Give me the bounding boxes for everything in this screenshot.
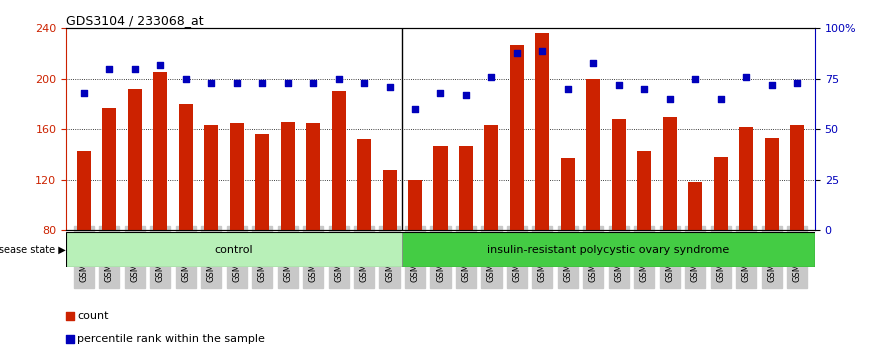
Point	[510, 50, 524, 55]
Point	[382, 84, 396, 90]
Point	[63, 336, 77, 342]
Bar	[459, 145, 473, 230]
Text: percentile rank within the sample: percentile rank within the sample	[78, 334, 265, 344]
Bar	[255, 134, 270, 230]
Bar	[433, 145, 448, 230]
Point	[688, 76, 702, 81]
Bar	[128, 89, 142, 230]
Point	[637, 86, 651, 92]
Point	[586, 60, 600, 65]
Bar	[77, 151, 91, 230]
Bar	[561, 158, 575, 230]
Point	[765, 82, 779, 88]
Bar	[153, 73, 167, 230]
Point	[790, 80, 804, 86]
Point	[433, 90, 448, 96]
Point	[331, 76, 345, 81]
Point	[63, 313, 77, 319]
Bar	[587, 79, 600, 230]
Point	[714, 96, 728, 102]
Point	[255, 80, 270, 86]
Bar	[485, 125, 499, 230]
Text: control: control	[215, 245, 253, 255]
Bar	[688, 182, 702, 230]
Bar	[306, 123, 320, 230]
Point	[408, 106, 422, 112]
Point	[128, 66, 142, 72]
Text: disease state ▶: disease state ▶	[0, 245, 66, 255]
Bar	[714, 157, 728, 230]
Bar	[179, 104, 193, 230]
Bar	[765, 138, 779, 230]
Point	[102, 66, 116, 72]
Text: count: count	[78, 311, 109, 321]
Bar	[790, 125, 804, 230]
Bar	[637, 151, 651, 230]
Bar	[331, 91, 345, 230]
Bar	[204, 125, 218, 230]
Bar	[663, 116, 677, 230]
Bar	[102, 108, 116, 230]
Point	[561, 86, 575, 92]
Point	[536, 48, 550, 53]
Bar	[281, 122, 294, 230]
Point	[739, 74, 753, 80]
Bar	[611, 119, 626, 230]
Text: GDS3104 / 233068_at: GDS3104 / 233068_at	[66, 14, 204, 27]
Point	[663, 96, 677, 102]
Text: insulin-resistant polycystic ovary syndrome: insulin-resistant polycystic ovary syndr…	[487, 245, 729, 255]
Bar	[536, 33, 550, 230]
Point	[485, 74, 499, 80]
Point	[179, 76, 193, 81]
Bar	[230, 123, 244, 230]
Point	[357, 80, 371, 86]
Point	[306, 80, 320, 86]
Point	[153, 62, 167, 68]
Point	[230, 80, 244, 86]
Point	[281, 80, 295, 86]
Point	[459, 92, 473, 98]
Bar	[402, 232, 815, 267]
Bar	[357, 139, 371, 230]
Bar	[510, 45, 524, 230]
Point	[204, 80, 218, 86]
Bar	[382, 170, 396, 230]
Bar	[739, 127, 753, 230]
Point	[611, 82, 626, 88]
Bar	[66, 232, 402, 267]
Bar	[408, 180, 422, 230]
Point	[77, 90, 91, 96]
